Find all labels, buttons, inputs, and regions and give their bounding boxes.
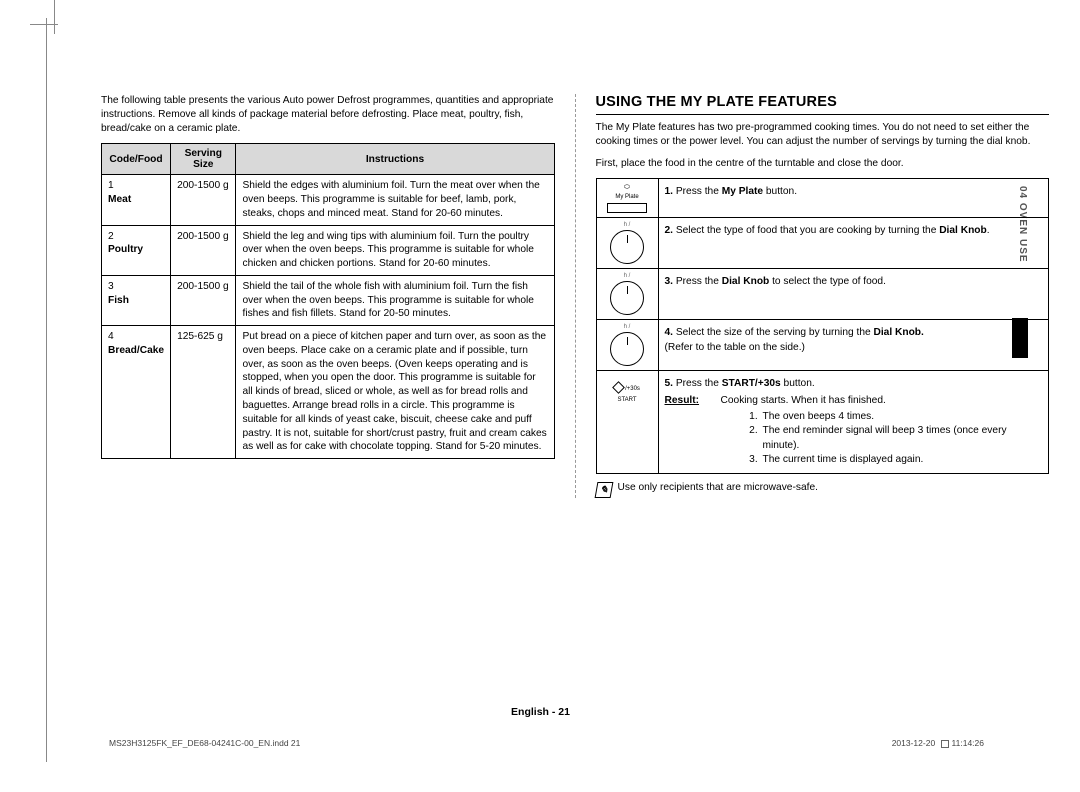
dial-icon: h / <box>596 269 658 320</box>
step-num: 2. <box>665 225 674 236</box>
th-serving: Serving Size <box>171 144 236 175</box>
code-num: 1 <box>108 180 114 191</box>
footer-timestamp: 2013-12-20 11:14:26 <box>892 738 984 748</box>
section-first: First, place the food in the centre of t… <box>596 157 1050 171</box>
th-code: Code/Food <box>102 144 171 175</box>
code-num: 3 <box>108 281 114 292</box>
table-row: 3 Fish 200-1500 g Shield the tail of the … <box>102 275 555 325</box>
step-text: Select the type of food that you are coo… <box>676 225 939 236</box>
dial-icon: h / <box>596 320 658 371</box>
step-row: h / 3. Press the Dial Knob to select the… <box>596 269 1049 320</box>
footer-filename: MS23H3125FK_EF_DE68-04241C-00_EN.indd 21 <box>109 738 300 748</box>
step-num: 5. <box>665 378 674 389</box>
step-text: Select the size of the serving by turnin… <box>676 327 874 338</box>
table-row: 2 Poultry 200-1500 g Shield the leg and w… <box>102 225 555 275</box>
instructions: Shield the leg and wing tips with alumin… <box>236 225 554 275</box>
steps-table: ⬭ My Plate 1. Press the My Plate button.… <box>596 178 1050 474</box>
icon-label: My Plate <box>599 193 656 201</box>
result-item: The end reminder signal will beep 3 time… <box>761 424 1043 453</box>
step-bold: My Plate <box>722 186 763 197</box>
dial-icon: h / <box>596 218 658 269</box>
result-item: The current time is displayed again. <box>761 453 1043 467</box>
step-row: ⬭ My Plate 1. Press the My Plate button. <box>596 179 1049 218</box>
step-bold: Dial Knob <box>722 276 770 287</box>
note: ✎ Use only recipients that are microwave… <box>596 482 1050 498</box>
step-num: 3. <box>665 276 674 287</box>
section-title: USING THE MY PLATE FEATURES <box>596 94 1050 115</box>
step-row: h / 2. Select the type of food that you … <box>596 218 1049 269</box>
start-icon: /+30s START <box>596 371 658 474</box>
step-row: h / 4. Select the size of the serving by… <box>596 320 1049 371</box>
code-name: Meat <box>108 194 131 205</box>
page-number: English - 21 <box>47 706 1034 718</box>
step-text: button. <box>763 186 797 197</box>
result-list: The oven beeps 4 times. The end reminder… <box>721 410 1043 467</box>
icon-label: h / <box>599 324 656 330</box>
left-column: The following table presents the various… <box>101 94 555 498</box>
defrost-table: Code/Food Serving Size Instructions 1 Mea… <box>101 143 555 459</box>
step-text: button. <box>781 378 815 389</box>
column-divider <box>575 94 576 498</box>
step-text: Press the <box>676 276 722 287</box>
step-bold: Dial Knob <box>939 225 987 236</box>
icon-label: h / <box>599 222 656 228</box>
step-bold: Dial Knob. <box>873 327 923 338</box>
step-text: . <box>987 225 990 236</box>
step-text: Press the <box>676 378 722 389</box>
step-text: (Refer to the table on the side.) <box>665 342 805 353</box>
result-item: The oven beeps 4 times. <box>761 410 1043 424</box>
icon-label: h / <box>599 273 656 279</box>
table-row: 4 Bread/Cake 125-625 g Put bread on a pie… <box>102 326 555 459</box>
note-icon: ✎ <box>594 482 613 498</box>
step-bold: START/+30s <box>722 378 781 389</box>
th-instr: Instructions <box>236 144 554 175</box>
myplate-icon: ⬭ My Plate <box>596 179 658 218</box>
page-frame: 04 OVEN USE The following table presents… <box>46 18 1034 762</box>
table-row: 1 Meat 200-1500 g Shield the edges with a… <box>102 175 555 225</box>
instructions: Shield the edges with aluminium foil. Tu… <box>236 175 554 225</box>
step-text: Press the <box>676 186 722 197</box>
serving: 200-1500 g <box>171 175 236 225</box>
result-intro: Cooking starts. When it has finished. <box>721 395 886 406</box>
section-intro: The My Plate features has two pre-progra… <box>596 121 1050 149</box>
note-text: Use only recipients that are microwave-s… <box>618 482 818 493</box>
serving: 200-1500 g <box>171 275 236 325</box>
step-num: 4. <box>665 327 674 338</box>
code-name: Fish <box>108 295 129 306</box>
code-num: 4 <box>108 331 114 342</box>
serving: 200-1500 g <box>171 225 236 275</box>
icon-label: START <box>599 396 656 404</box>
serving: 125-625 g <box>171 326 236 459</box>
instructions: Put bread on a piece of kitchen paper an… <box>236 326 554 459</box>
step-text: to select the type of food. <box>769 276 886 287</box>
step-num: 1. <box>665 186 674 197</box>
code-num: 2 <box>108 231 114 242</box>
code-name: Poultry <box>108 244 143 255</box>
icon-label: /+30s <box>625 386 640 392</box>
result-label: Result: <box>665 394 709 467</box>
code-name: Bread/Cake <box>108 345 164 356</box>
intro-text: The following table presents the various… <box>101 94 555 135</box>
instructions: Shield the tail of the whole fish with a… <box>236 275 554 325</box>
step-row: /+30s START 5. Press the START/+30s butt… <box>596 371 1049 474</box>
right-column: USING THE MY PLATE FEATURES The My Plate… <box>596 94 1076 498</box>
